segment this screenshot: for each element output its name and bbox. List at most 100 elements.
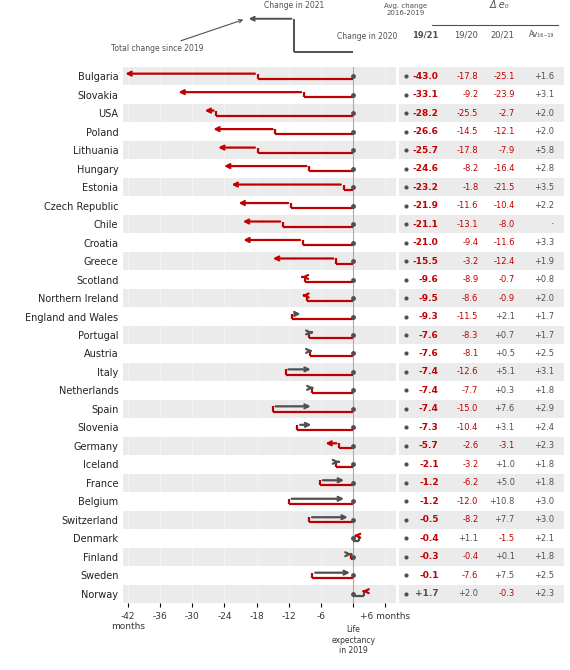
Text: -0.5: -0.5 — [419, 515, 439, 525]
Text: Δ e₀: Δ e₀ — [490, 0, 510, 10]
Text: -3.1: -3.1 — [498, 442, 515, 450]
Bar — [396, 437, 569, 455]
Text: +2.0: +2.0 — [535, 127, 555, 136]
Text: -0.7: -0.7 — [498, 275, 515, 284]
Text: -5.7: -5.7 — [419, 442, 439, 450]
Text: 19/21: 19/21 — [412, 30, 439, 39]
Bar — [396, 455, 569, 474]
Text: ·: · — [551, 219, 555, 229]
Bar — [123, 215, 396, 233]
Text: +1.6: +1.6 — [534, 72, 555, 81]
Text: +1.8: +1.8 — [534, 386, 555, 395]
Text: +7.7: +7.7 — [494, 515, 515, 525]
Text: -17.8: -17.8 — [457, 145, 478, 155]
Text: +0.3: +0.3 — [495, 386, 515, 395]
Text: +2.5: +2.5 — [535, 349, 555, 358]
Text: +0.5: +0.5 — [495, 349, 515, 358]
Text: -9.6: -9.6 — [419, 275, 439, 284]
Text: -2.6: -2.6 — [462, 442, 478, 450]
Text: -9.2: -9.2 — [462, 90, 478, 99]
Text: +3.0: +3.0 — [534, 497, 555, 506]
Bar — [123, 233, 396, 252]
Text: -23.2: -23.2 — [413, 183, 439, 192]
Bar — [396, 252, 569, 270]
Text: +3.3: +3.3 — [534, 238, 555, 247]
Text: -11.6: -11.6 — [457, 201, 478, 210]
Text: +2.4: +2.4 — [535, 423, 555, 432]
Text: +2.0: +2.0 — [535, 109, 555, 118]
Bar — [396, 178, 569, 196]
Bar — [396, 289, 569, 308]
Text: +2.3: +2.3 — [534, 589, 555, 598]
Text: +10.8: +10.8 — [489, 497, 515, 506]
Text: -43.0: -43.0 — [413, 72, 439, 81]
Text: -17.8: -17.8 — [457, 72, 478, 81]
Bar — [123, 86, 396, 104]
Bar — [396, 400, 569, 418]
Text: -25.5: -25.5 — [457, 109, 478, 118]
Bar — [396, 326, 569, 344]
Text: -8.3: -8.3 — [462, 330, 478, 340]
Bar — [123, 529, 396, 547]
Text: +2.9: +2.9 — [535, 405, 555, 413]
Text: +7.6: +7.6 — [494, 405, 515, 413]
Text: +1.8: +1.8 — [534, 478, 555, 487]
Text: +0.8: +0.8 — [534, 275, 555, 284]
Text: +1.1: +1.1 — [458, 534, 478, 543]
Bar — [123, 159, 396, 178]
Text: +2.0: +2.0 — [535, 293, 555, 303]
Bar — [396, 344, 569, 362]
Text: +1.8: +1.8 — [534, 552, 555, 561]
Text: -8.0: -8.0 — [498, 220, 515, 228]
Bar — [396, 381, 569, 400]
Text: +1.7: +1.7 — [534, 330, 555, 340]
Text: -2.1: -2.1 — [419, 460, 439, 469]
Text: -12.6: -12.6 — [457, 367, 478, 377]
Bar — [123, 67, 396, 86]
Text: -10.4: -10.4 — [457, 423, 478, 432]
Text: +2.2: +2.2 — [535, 201, 555, 210]
Text: +0.7: +0.7 — [495, 330, 515, 340]
Text: -8.6: -8.6 — [462, 293, 478, 303]
Text: -21.5: -21.5 — [493, 183, 515, 192]
Text: +2.8: +2.8 — [534, 164, 555, 173]
Text: -8.9: -8.9 — [462, 275, 478, 284]
Bar — [123, 196, 396, 215]
Bar — [123, 252, 396, 270]
Text: -23.9: -23.9 — [493, 90, 515, 99]
Text: +1.7: +1.7 — [534, 312, 555, 321]
Text: -7.4: -7.4 — [419, 367, 439, 377]
Text: Change in 2021: Change in 2021 — [264, 1, 324, 10]
Text: +1.9: +1.9 — [535, 257, 555, 265]
Bar — [396, 474, 569, 492]
Text: -3.2: -3.2 — [462, 257, 478, 265]
Text: +7.5: +7.5 — [495, 571, 515, 580]
Bar — [123, 362, 396, 381]
Text: -28.2: -28.2 — [413, 109, 439, 118]
Text: -3.2: -3.2 — [462, 460, 478, 469]
Bar — [396, 159, 569, 178]
Text: -21.9: -21.9 — [413, 201, 439, 210]
Text: -25.7: -25.7 — [413, 145, 439, 155]
Text: -9.3: -9.3 — [419, 312, 439, 321]
Text: +3.0: +3.0 — [534, 515, 555, 525]
Bar — [123, 381, 396, 400]
Bar — [123, 474, 396, 492]
Text: Av₁₆₋₁₉: Av₁₆₋₁₉ — [529, 30, 555, 39]
Bar — [123, 547, 396, 566]
Text: +2.5: +2.5 — [535, 571, 555, 580]
Text: -8.2: -8.2 — [462, 515, 478, 525]
Text: 19/20: 19/20 — [454, 30, 478, 39]
Bar — [396, 86, 569, 104]
Text: +5.8: +5.8 — [534, 145, 555, 155]
Text: -7.6: -7.6 — [419, 349, 439, 358]
Text: -21.1: -21.1 — [413, 220, 439, 228]
Text: -6.2: -6.2 — [462, 478, 478, 487]
Bar — [123, 326, 396, 344]
Text: +3.1: +3.1 — [534, 90, 555, 99]
Bar — [123, 455, 396, 474]
Text: -11.6: -11.6 — [493, 238, 515, 247]
Text: -10.4: -10.4 — [493, 201, 515, 210]
Bar — [123, 437, 396, 455]
Text: -16.4: -16.4 — [493, 164, 515, 173]
